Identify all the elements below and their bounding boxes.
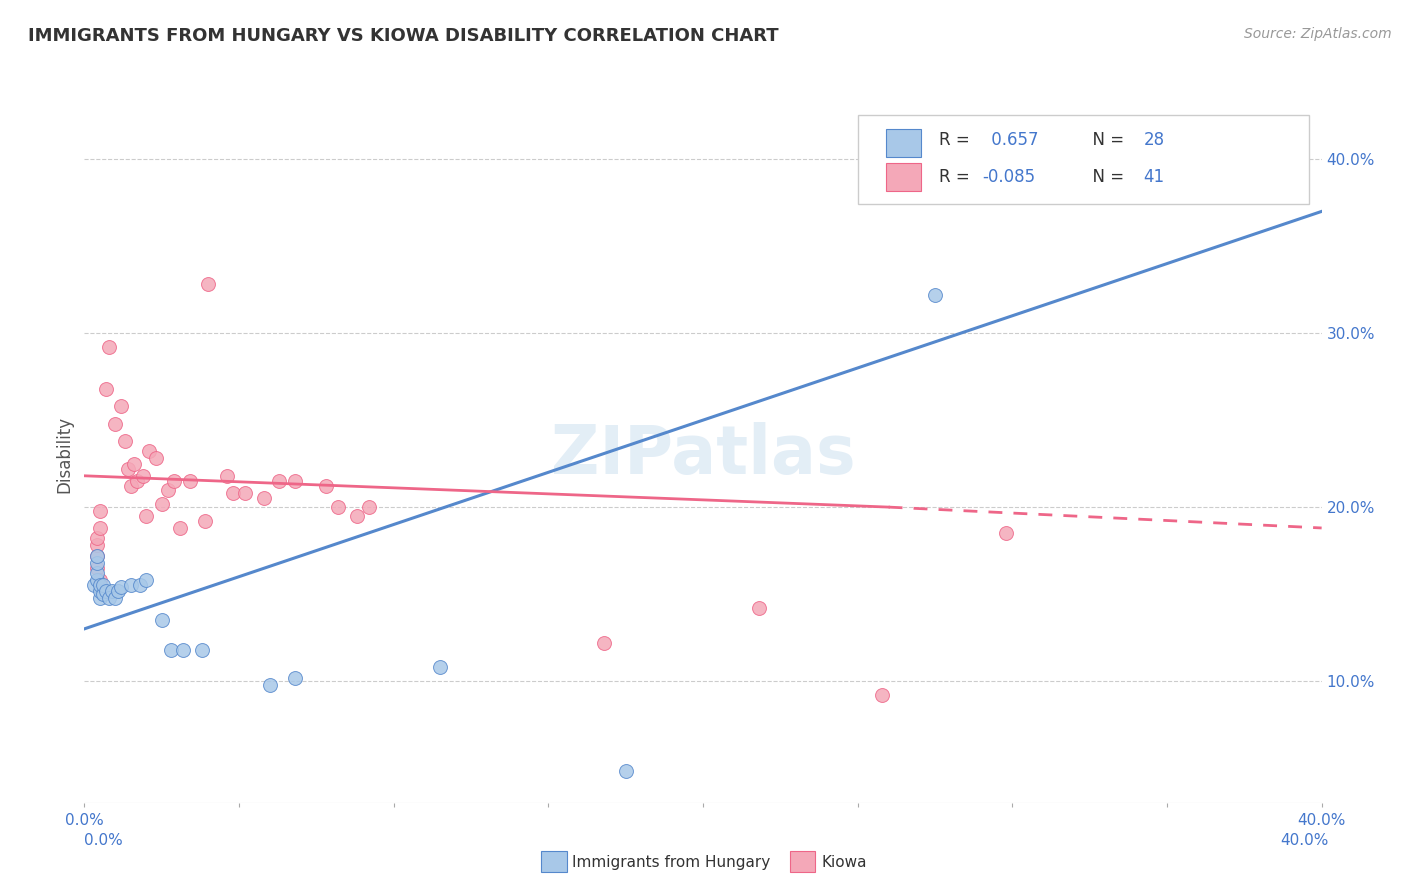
- Point: [135, 508, 157, 523]
- Point: [89, 521, 111, 535]
- Point: [86, 549, 108, 563]
- Point: [172, 642, 194, 657]
- Text: N =: N =: [1081, 131, 1129, 149]
- Point: [215, 468, 238, 483]
- Point: [269, 474, 291, 488]
- Point: [315, 479, 337, 493]
- FancyBboxPatch shape: [858, 115, 1309, 204]
- Point: [89, 583, 111, 598]
- Point: [94, 382, 117, 396]
- Point: [150, 613, 173, 627]
- Point: [748, 601, 770, 615]
- Point: [357, 500, 380, 514]
- Point: [86, 556, 108, 570]
- Point: [89, 578, 111, 592]
- Point: [101, 583, 124, 598]
- Text: -0.085: -0.085: [983, 168, 1036, 186]
- Point: [86, 538, 108, 552]
- Point: [89, 503, 111, 517]
- Point: [872, 688, 894, 702]
- Point: [346, 508, 368, 523]
- Text: Kiowa: Kiowa: [821, 855, 866, 870]
- Point: [194, 514, 217, 528]
- Point: [156, 483, 179, 497]
- Text: 28: 28: [1143, 131, 1164, 149]
- Point: [86, 549, 108, 563]
- Text: Immigrants from Hungary: Immigrants from Hungary: [572, 855, 770, 870]
- Point: [89, 591, 111, 605]
- FancyBboxPatch shape: [886, 162, 921, 191]
- Text: R =: R =: [939, 168, 976, 186]
- Point: [614, 764, 637, 779]
- Y-axis label: Disability: Disability: [55, 417, 73, 493]
- Point: [284, 474, 307, 488]
- Point: [593, 636, 616, 650]
- Point: [86, 573, 108, 587]
- Point: [110, 399, 132, 413]
- Point: [995, 526, 1018, 541]
- Text: 0.0%: 0.0%: [84, 833, 124, 847]
- Point: [129, 578, 152, 592]
- Point: [191, 642, 214, 657]
- Point: [160, 642, 183, 657]
- Point: [125, 474, 148, 488]
- Point: [98, 340, 121, 354]
- Point: [253, 491, 276, 506]
- Point: [924, 288, 946, 302]
- Point: [86, 566, 108, 581]
- Point: [135, 573, 157, 587]
- Text: 40.0%: 40.0%: [1281, 833, 1329, 847]
- Point: [138, 444, 160, 458]
- Text: Source: ZipAtlas.com: Source: ZipAtlas.com: [1244, 27, 1392, 41]
- Point: [91, 587, 114, 601]
- Point: [150, 497, 173, 511]
- Point: [104, 417, 127, 431]
- Point: [120, 479, 142, 493]
- Point: [114, 434, 136, 448]
- Text: 0.657: 0.657: [987, 131, 1039, 149]
- Point: [98, 591, 121, 605]
- Point: [83, 578, 105, 592]
- Point: [145, 451, 167, 466]
- Point: [259, 677, 281, 691]
- Point: [86, 561, 108, 575]
- Point: [169, 521, 191, 535]
- Text: 41: 41: [1143, 168, 1164, 186]
- Point: [120, 578, 142, 592]
- Point: [132, 468, 155, 483]
- Point: [110, 580, 132, 594]
- Point: [122, 457, 145, 471]
- Point: [179, 474, 201, 488]
- Text: R =: R =: [939, 131, 976, 149]
- FancyBboxPatch shape: [886, 129, 921, 157]
- Point: [429, 660, 451, 674]
- Point: [163, 474, 186, 488]
- Point: [91, 578, 114, 592]
- Point: [326, 500, 349, 514]
- Point: [94, 583, 117, 598]
- Text: IMMIGRANTS FROM HUNGARY VS KIOWA DISABILITY CORRELATION CHART: IMMIGRANTS FROM HUNGARY VS KIOWA DISABIL…: [28, 27, 779, 45]
- Text: ZIPatlas: ZIPatlas: [551, 422, 855, 488]
- Point: [104, 591, 127, 605]
- Point: [89, 573, 111, 587]
- Point: [107, 583, 129, 598]
- Point: [197, 277, 219, 292]
- Point: [117, 462, 139, 476]
- Point: [233, 486, 256, 500]
- Point: [86, 532, 108, 546]
- Point: [284, 671, 307, 685]
- Text: N =: N =: [1081, 168, 1129, 186]
- Point: [222, 486, 245, 500]
